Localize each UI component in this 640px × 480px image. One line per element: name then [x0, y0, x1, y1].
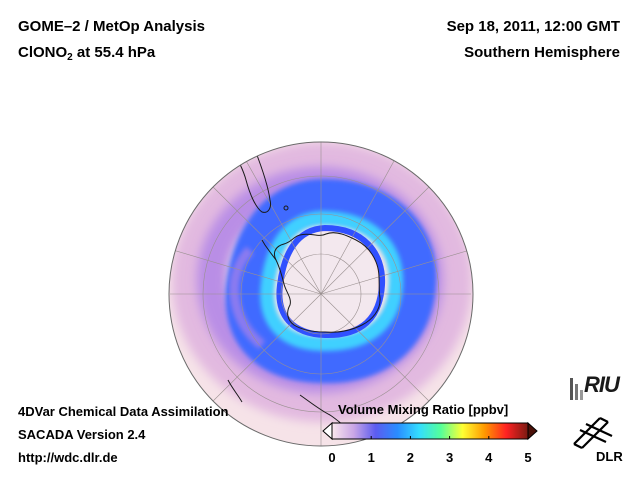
footer-block: 4DVar Chemical Data Assimilation SACADA … [18, 402, 229, 471]
colorbar-tick-label: 2 [406, 450, 414, 465]
product-title: GOME–2 / MetOp Analysis [18, 18, 205, 35]
globe-outline [168, 141, 474, 447]
antarctic-peninsula [261, 239, 277, 261]
riu-logo-icon [570, 378, 583, 400]
colorbar-tick-label: 0 [328, 450, 336, 465]
colorbar-tick-label: 5 [524, 450, 532, 465]
falklands [283, 205, 289, 211]
new-zealand-coastline [227, 379, 243, 403]
colorbar-tick-label: 3 [445, 450, 454, 465]
colorbar-over-arrow [527, 421, 538, 441]
colorbar-gradient [331, 422, 529, 440]
graticule [170, 142, 471, 446]
vortex-streamer [229, 246, 266, 349]
title-block: GOME–2 / MetOp Analysis ClONO2 at 55.4 h… [18, 16, 205, 68]
species-title: ClONO2 at 55.4 hPa [18, 42, 205, 68]
outer-band [172, 142, 472, 422]
footer-line1: 4DVar Chemical Data Assimilation [18, 404, 229, 419]
species-subscript: 2 [67, 52, 73, 63]
colorbar-tick-label: 1 [367, 450, 375, 465]
colorbar-tick-label: 4 [485, 450, 493, 465]
colorbar-ticks [331, 436, 529, 439]
vortex-ring-blue [225, 178, 437, 384]
polar-core [283, 232, 378, 331]
species-prefix: ClONO [18, 44, 68, 61]
colorbar-under-arrow [322, 421, 333, 441]
colorbar [322, 421, 538, 441]
species-suffix: at 55.4 hPa [72, 44, 156, 61]
riu-logo-text: RIU [584, 372, 620, 397]
colorbar-title: Volume Mixing Ratio [ppbv] [338, 402, 509, 417]
dlr-logo-icon [573, 417, 613, 449]
footer-line2: SACADA Version 2.4 [18, 427, 146, 442]
vortex-ring-cyan [260, 210, 404, 352]
date-block: Sep 18, 2011, 12:00 GMT Southern Hemisph… [447, 16, 620, 68]
dlr-logo-text: DLR [596, 449, 623, 464]
vortex-inner-edge [276, 224, 386, 339]
hemisphere-label: Southern Hemisphere [464, 44, 620, 61]
date-label: Sep 18, 2011, 12:00 GMT [446, 18, 620, 35]
footer-url[interactable]: http://wdc.dlr.de [18, 450, 118, 465]
